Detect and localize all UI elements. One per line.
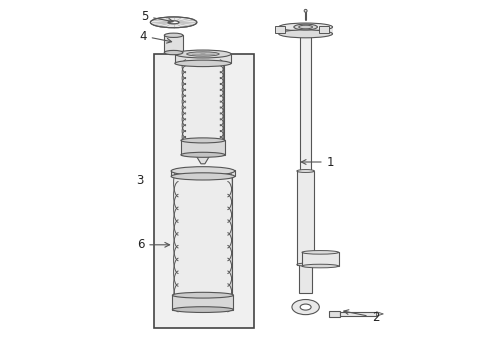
Ellipse shape [181, 152, 224, 157]
Bar [274, 26, 284, 33]
Bar [173, 176, 232, 304]
Ellipse shape [164, 50, 183, 55]
Bar [302, 252, 338, 266]
Bar [296, 171, 314, 265]
Text: 5: 5 [141, 10, 173, 23]
Ellipse shape [168, 21, 179, 24]
Ellipse shape [293, 24, 317, 30]
Ellipse shape [172, 307, 233, 312]
Ellipse shape [175, 50, 231, 58]
Bar [182, 63, 223, 146]
Text: 1: 1 [301, 156, 333, 168]
Bar [278, 27, 332, 34]
Ellipse shape [150, 17, 196, 28]
Ellipse shape [291, 300, 319, 315]
Bar [154, 54, 254, 328]
Ellipse shape [296, 263, 314, 266]
Ellipse shape [302, 264, 338, 268]
Ellipse shape [296, 170, 314, 172]
Bar [164, 35, 183, 53]
Ellipse shape [172, 292, 233, 298]
Bar [181, 140, 224, 155]
Bar [300, 34, 310, 171]
Ellipse shape [278, 30, 332, 38]
Ellipse shape [304, 9, 306, 12]
Text: 4: 4 [139, 30, 171, 43]
Ellipse shape [164, 33, 183, 37]
Ellipse shape [186, 52, 219, 56]
Text: 2: 2 [343, 310, 378, 324]
Bar [175, 54, 230, 63]
Text: 3: 3 [136, 174, 143, 186]
Bar [172, 295, 233, 310]
Ellipse shape [171, 173, 234, 180]
Ellipse shape [302, 251, 338, 254]
Bar [171, 170, 234, 176]
Polygon shape [195, 155, 210, 164]
Bar [318, 26, 328, 33]
Text: 6: 6 [137, 238, 169, 251]
Ellipse shape [278, 23, 332, 31]
Ellipse shape [171, 167, 234, 175]
Ellipse shape [298, 25, 312, 29]
Ellipse shape [300, 304, 310, 310]
Bar [299, 265, 311, 293]
Ellipse shape [181, 138, 224, 143]
Ellipse shape [175, 60, 231, 67]
Bar [339, 312, 376, 316]
Ellipse shape [168, 21, 179, 24]
Bar [328, 311, 339, 317]
Polygon shape [376, 312, 383, 316]
